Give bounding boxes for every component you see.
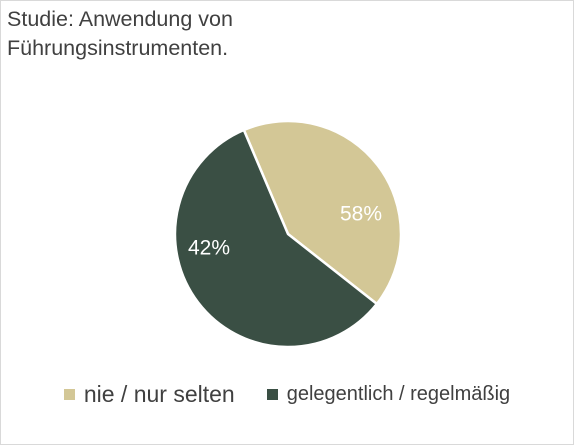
legend-swatch-nie-nur-selten	[63, 389, 75, 400]
legend-swatch-gelegentlich-regelmaessig	[266, 389, 278, 400]
chart-title-line-2: Führungsinstrumenten.	[7, 36, 229, 60]
legend-label-gelegentlich-regelmaessig: gelegentlich / regelmäßig	[286, 383, 511, 405]
legend-label-nie-nur-selten: nie / nur selten	[83, 381, 235, 407]
pie-slice-nie-nur-selten	[242, 119, 403, 306]
data-label-nie-nur-selten: 42%	[188, 237, 230, 260]
pie-slice-gelegentlich-regelmaessig	[173, 128, 379, 349]
legend-item-gelegentlich-regelmaessig: gelegentlich / regelmäßig	[266, 381, 511, 408]
legend-item-nie-nur-selten: nie / nur selten	[63, 381, 235, 408]
chart-title-line-1: Studie: Anwendung von	[7, 7, 233, 31]
chart-legend: nie / nur selten gelegentlich / regelmäß…	[1, 381, 573, 408]
chart-title: Studie: Anwendung von Führungsinstrument…	[7, 5, 427, 63]
data-label-gelegentlich-regelmaessig: 58%	[340, 203, 382, 226]
